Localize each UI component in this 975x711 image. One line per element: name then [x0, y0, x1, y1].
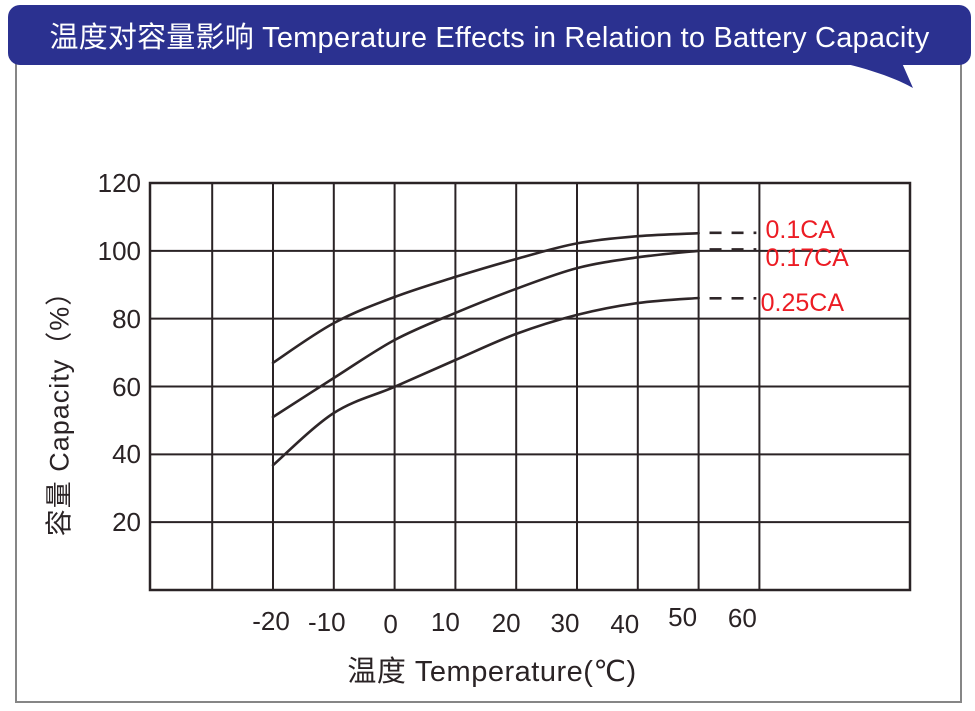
- x-tick-label: 0: [383, 609, 398, 639]
- series-curve-0.1CA: [271, 231, 700, 365]
- x-tick-label: -10: [308, 607, 346, 637]
- y-axis-title: 容量 Capacity（%）: [44, 277, 75, 537]
- plot-border: [148, 181, 912, 592]
- series-curve-0.17CA: [271, 249, 700, 419]
- x-tick-label: -20: [252, 606, 290, 636]
- y-tick-label: 100: [97, 235, 141, 266]
- banner-tail-shape: [842, 63, 913, 88]
- x-tick-label: 50: [668, 602, 698, 632]
- series-label-0.25CA: 0.25CA: [760, 289, 844, 318]
- x-tick-label: 40: [610, 609, 640, 639]
- series-label-0.17CA: 0.17CA: [765, 244, 849, 273]
- y-tick-label: 40: [112, 439, 141, 470]
- series-label-0.1CA: 0.1CA: [765, 216, 835, 245]
- x-tick-label: 60: [727, 603, 757, 633]
- y-tick-label: 60: [112, 371, 141, 402]
- banner-tail-pointer: [842, 63, 913, 88]
- y-tick-label: 80: [112, 303, 141, 334]
- figure-border: [15, 40, 962, 703]
- y-tick-label: 20: [112, 507, 141, 538]
- y-tick-label: 120: [97, 168, 141, 198]
- series-curve-0.25CA: [271, 296, 700, 467]
- x-tick-label: 30: [550, 608, 580, 638]
- page-title: 温度对容量影响 Temperature Effects in Relation …: [49, 22, 930, 54]
- x-axis-title: 温度 Temperature(℃): [347, 656, 637, 688]
- x-tick-label: 10: [430, 607, 460, 637]
- header-banner: 温度对容量影响 Temperature Effects in Relation …: [8, 5, 971, 65]
- x-tick-label: 20: [491, 608, 521, 638]
